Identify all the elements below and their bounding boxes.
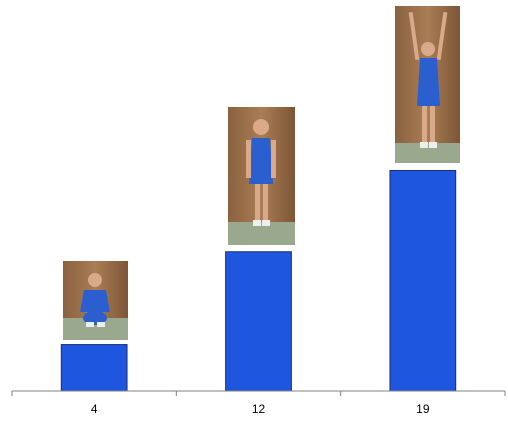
photo-crouch [63, 261, 128, 340]
photo-reach [395, 6, 460, 163]
bar [389, 169, 457, 392]
photo-stand [228, 107, 295, 245]
x-tick-label: 4 [91, 402, 98, 416]
x-tick-label: 19 [416, 402, 430, 416]
bar [60, 344, 128, 392]
bar [225, 251, 292, 392]
x-tick-label: 12 [252, 402, 266, 416]
